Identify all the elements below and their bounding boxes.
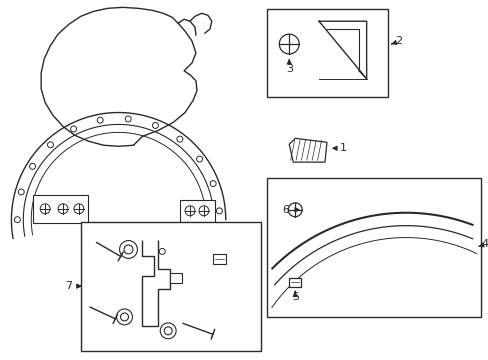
Text: 7: 7 [65,281,72,291]
Bar [267,178,480,317]
Bar [180,200,214,222]
Text: 2: 2 [394,36,401,46]
Bar [267,9,387,96]
Text: 5: 5 [291,292,298,302]
Text: 4: 4 [480,239,488,249]
Bar [81,222,261,351]
Text: 6: 6 [281,205,288,215]
Bar [213,255,226,264]
Text: 3: 3 [285,64,292,74]
Text: 1: 1 [340,143,346,153]
Bar [289,278,301,287]
Bar [33,195,88,223]
Bar [170,273,182,283]
